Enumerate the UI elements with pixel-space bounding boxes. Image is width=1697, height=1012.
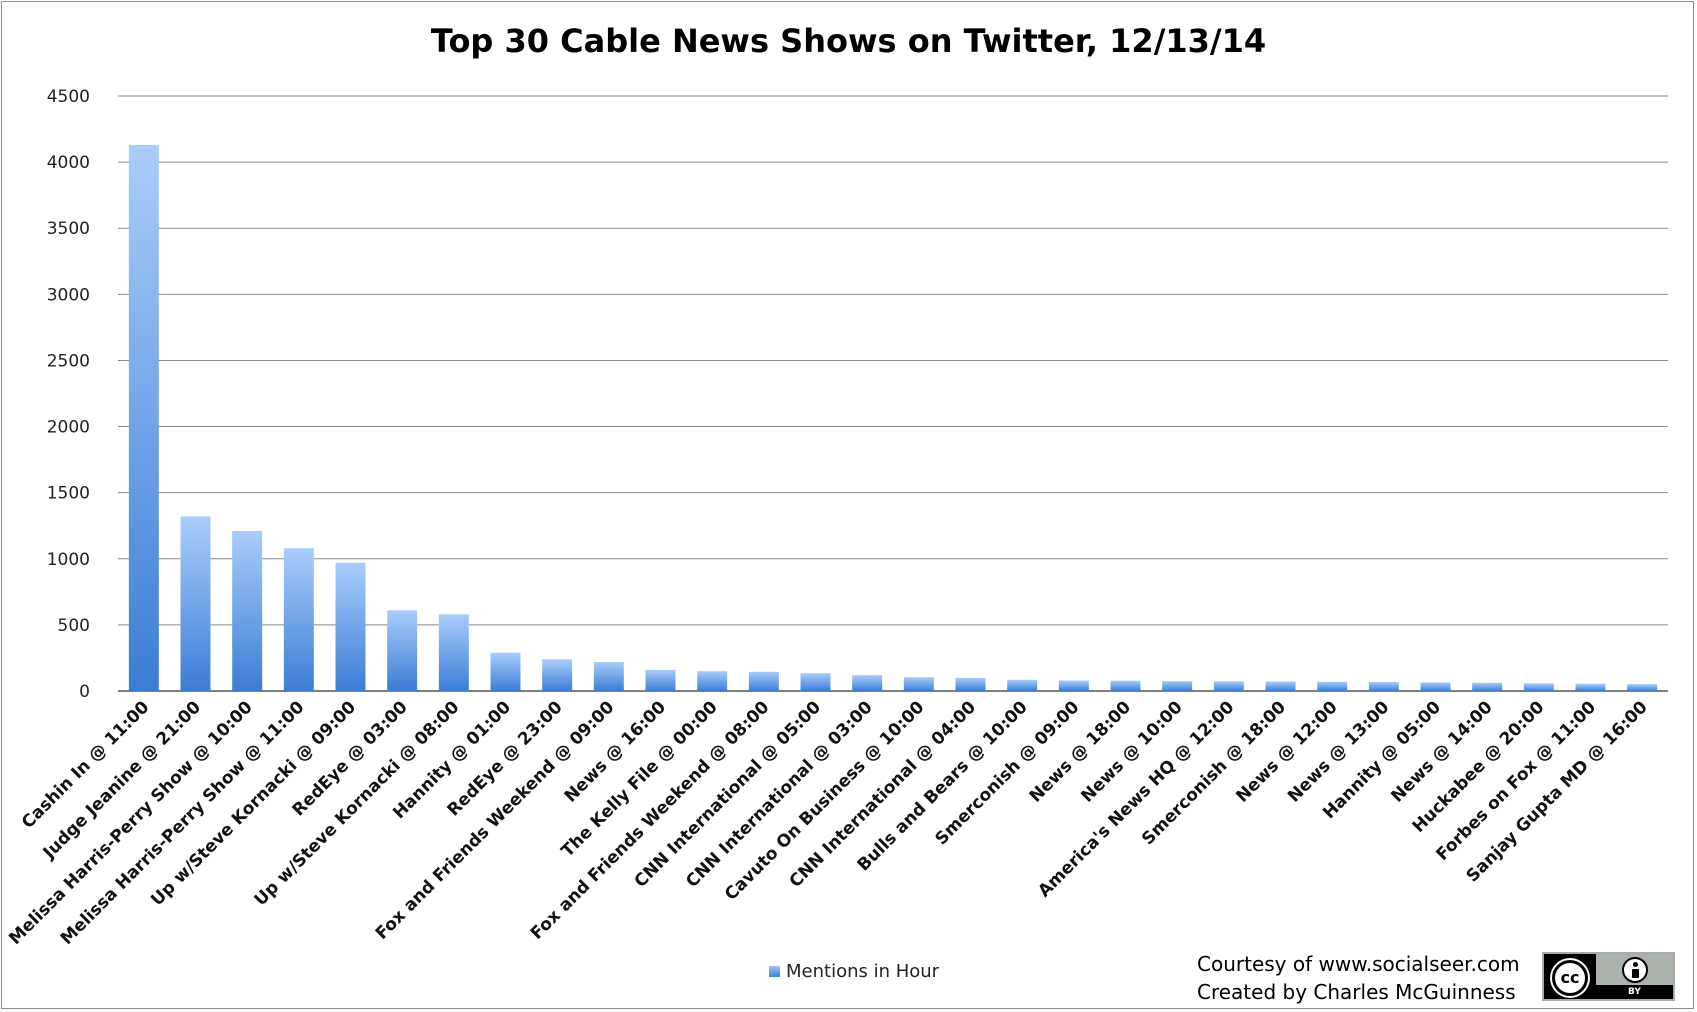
gridlines (118, 95, 1668, 692)
legend: Mentions in Hour (769, 961, 939, 982)
bar (697, 671, 728, 691)
bar (1265, 681, 1296, 691)
bar (387, 610, 418, 691)
bar (1110, 680, 1141, 691)
bar (438, 614, 469, 691)
bar (232, 531, 263, 691)
x-tick-label: Fox and Friends Weekend @ 08:00 (527, 697, 774, 944)
cc-by-license-badge: cc BY (1542, 952, 1675, 1001)
bars (128, 144, 1658, 691)
bar (283, 548, 314, 691)
y-tick-label: 2000 (47, 418, 90, 438)
bar (1472, 682, 1503, 691)
bar (1058, 680, 1089, 691)
bar (903, 677, 934, 691)
y-tick-label: 3500 (47, 219, 90, 239)
bar (748, 671, 779, 691)
bar (645, 669, 676, 691)
person-icon (1622, 957, 1648, 983)
credit-line-author: Created by Charles McGuinness (1197, 980, 1516, 1004)
bar (128, 144, 159, 691)
bar (1627, 684, 1658, 691)
bar (1420, 682, 1451, 691)
by-label: BY (1596, 985, 1673, 999)
y-tick-label: 1000 (47, 550, 90, 570)
x-tick-label: Fox and Friends Weekend @ 09:00 (372, 697, 619, 944)
y-tick-label: 3000 (47, 285, 90, 305)
bar (1368, 682, 1399, 691)
bar (1575, 683, 1606, 691)
credits: Courtesy of www.socialseer.com Created b… (1197, 950, 1520, 1006)
x-tick-label: CNN International @ 05:00 (631, 697, 825, 891)
bar (1213, 681, 1244, 691)
x-tick-label: Melissa Harris-Perry Show @ 11:00 (57, 697, 309, 949)
bar (1162, 681, 1193, 691)
bar (1007, 679, 1038, 691)
bar (955, 677, 986, 691)
x-tick-label: CNN International @ 04:00 (786, 697, 980, 891)
bar (852, 675, 883, 691)
y-axis-ticks: 0 500 1000 1500 2000 2500 3000 3500 4000 4500 (47, 87, 90, 702)
y-tick-label: 0 (79, 682, 90, 702)
cc-icon: cc (1552, 960, 1588, 996)
y-tick-label: 500 (58, 616, 90, 636)
bar (1523, 683, 1554, 691)
y-tick-label: 4000 (47, 153, 90, 173)
bar (1317, 681, 1348, 691)
bar (593, 661, 624, 691)
by-band: BY (1596, 954, 1673, 999)
x-tick-label: CNN International @ 03:00 (682, 697, 876, 891)
bar (490, 652, 521, 691)
bar (335, 562, 366, 691)
bar (800, 673, 831, 691)
credit-line-source: Courtesy of www.socialseer.com (1197, 952, 1520, 976)
legend-swatch (769, 966, 780, 977)
chart-title: Top 30 Cable News Shows on Twitter, 12/1… (430, 22, 1267, 60)
legend-label: Mentions in Hour (786, 961, 940, 982)
y-tick-label: 2500 (47, 351, 90, 371)
bar (542, 659, 573, 691)
bar (180, 516, 211, 691)
y-tick-label: 1500 (47, 484, 90, 504)
y-tick-label: 4500 (47, 87, 90, 107)
